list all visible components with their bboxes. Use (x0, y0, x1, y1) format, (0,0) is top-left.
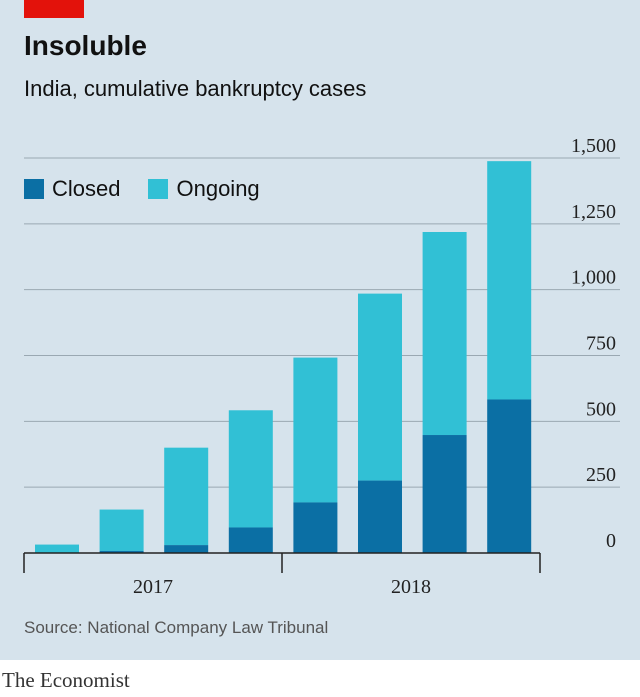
bar-chart: 0 250 500 750 1,000 1,250 1,500 2017 2018 (23, 135, 620, 598)
legend-item-closed: Closed (24, 176, 120, 202)
chart-subtitle: India, cumulative bankruptcy cases (24, 76, 367, 101)
bar-ongoing (422, 231, 467, 436)
y-tick-labels: 0 250 500 750 1,000 1,250 1,500 (571, 135, 616, 552)
legend-label-ongoing: Ongoing (176, 176, 260, 201)
y-tick-label: 500 (586, 398, 616, 420)
bars (35, 161, 532, 553)
bar-closed (293, 502, 338, 553)
legend-label-closed: Closed (52, 176, 121, 201)
bar-ongoing (293, 357, 338, 503)
bar-closed (164, 545, 209, 553)
y-tick-label: 750 (586, 333, 616, 355)
bar-ongoing (358, 293, 402, 481)
economist-red-tag (24, 0, 84, 18)
chart-title: Insoluble (24, 30, 147, 61)
bar-ongoing (228, 410, 273, 528)
y-tick-label: 1,500 (571, 135, 616, 157)
legend-swatch-ongoing (148, 179, 169, 199)
legend-item-ongoing: Ongoing (148, 176, 260, 202)
bar-closed (228, 527, 273, 553)
bar-closed (99, 550, 144, 553)
y-tick-label: 1,250 (571, 201, 616, 223)
x-tick-label: 2018 (391, 576, 431, 598)
y-tick-label: 1,000 (571, 267, 616, 289)
bar-closed (358, 480, 402, 553)
source-note: Source: National Company Law Tribunal (24, 618, 329, 637)
y-tick-label: 250 (586, 464, 616, 486)
bar-closed (422, 435, 467, 553)
bar-ongoing (99, 509, 144, 551)
x-tick-label: 2017 (133, 576, 173, 598)
x-axis: 2017 2018 (23, 552, 541, 598)
economist-logo-text: The Economist (2, 668, 130, 692)
bar-ongoing (487, 161, 532, 400)
chart-legend: Closed Ongoing (24, 176, 288, 202)
bar-closed (487, 399, 532, 553)
bar-ongoing (35, 544, 79, 553)
y-tick-label: 0 (606, 530, 616, 552)
bar-ongoing (164, 447, 209, 546)
legend-swatch-closed (24, 179, 44, 199)
